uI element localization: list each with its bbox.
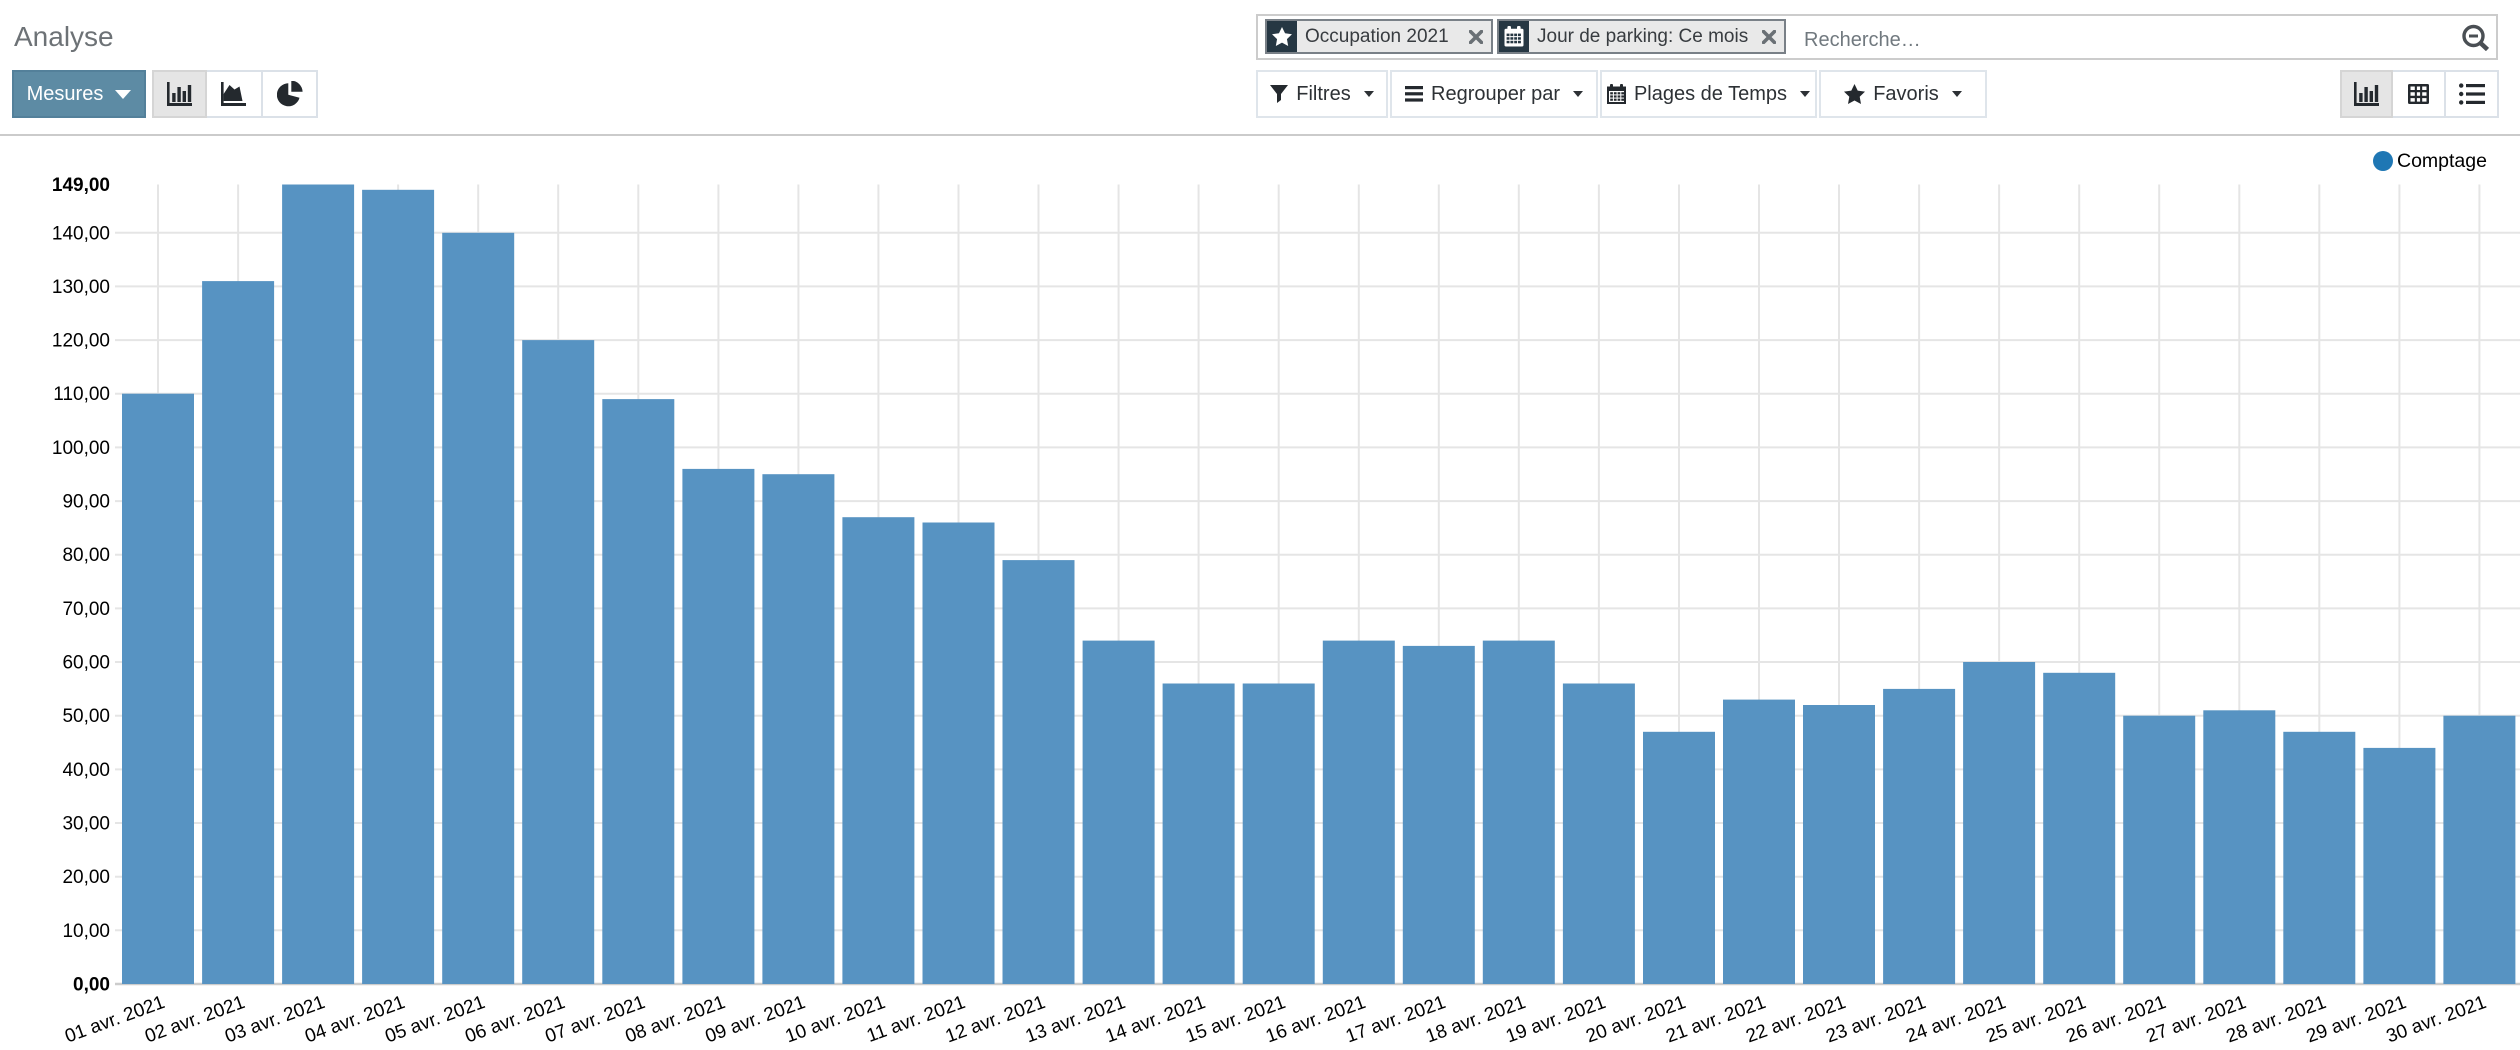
svg-text:20,00: 20,00 bbox=[62, 867, 110, 888]
svg-text:40,00: 40,00 bbox=[62, 760, 110, 781]
svg-text:70,00: 70,00 bbox=[62, 599, 110, 620]
svg-text:120,00: 120,00 bbox=[52, 331, 110, 352]
svg-text:60,00: 60,00 bbox=[62, 653, 110, 674]
svg-text:Comptage: Comptage bbox=[2397, 150, 2487, 172]
svg-text:140,00: 140,00 bbox=[52, 223, 110, 244]
svg-text:149,00: 149,00 bbox=[52, 175, 110, 196]
svg-text:110,00: 110,00 bbox=[53, 384, 110, 405]
svg-text:0,00: 0,00 bbox=[73, 975, 110, 996]
svg-text:130,00: 130,00 bbox=[52, 277, 110, 298]
svg-text:10,00: 10,00 bbox=[62, 921, 110, 942]
svg-text:100,00: 100,00 bbox=[52, 438, 110, 459]
svg-text:50,00: 50,00 bbox=[62, 706, 110, 727]
svg-text:80,00: 80,00 bbox=[62, 545, 110, 566]
svg-text:90,00: 90,00 bbox=[62, 492, 110, 513]
svg-text:30,00: 30,00 bbox=[62, 814, 110, 835]
